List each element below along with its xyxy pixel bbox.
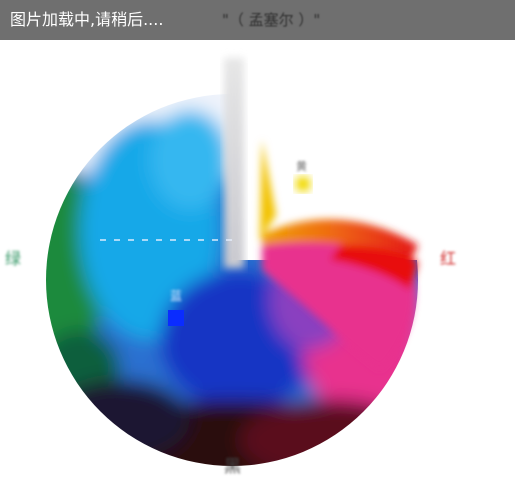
loading-text: 图片加载中,请稍后.... [10, 10, 164, 29]
cutaway-wedge [232, 80, 462, 370]
blue-marker [168, 310, 184, 326]
label-red: 红 [440, 249, 457, 268]
banner-title: "（ 孟塞尔 ）" [222, 11, 321, 29]
label-blue: 蓝 [170, 289, 183, 303]
label-black: 黑 [224, 457, 241, 477]
color-solid-figure: 黄 红 绿 蓝 黑 [0, 40, 515, 477]
color-sphere-graphic [46, 58, 462, 466]
loading-banner: 图片加载中,请稍后.... "（ 孟塞尔 ）" [0, 0, 515, 40]
yellow-marker [296, 177, 310, 191]
neutral-axis [224, 58, 244, 268]
label-yellow: 黄 [296, 160, 307, 173]
label-green: 绿 [5, 249, 22, 268]
